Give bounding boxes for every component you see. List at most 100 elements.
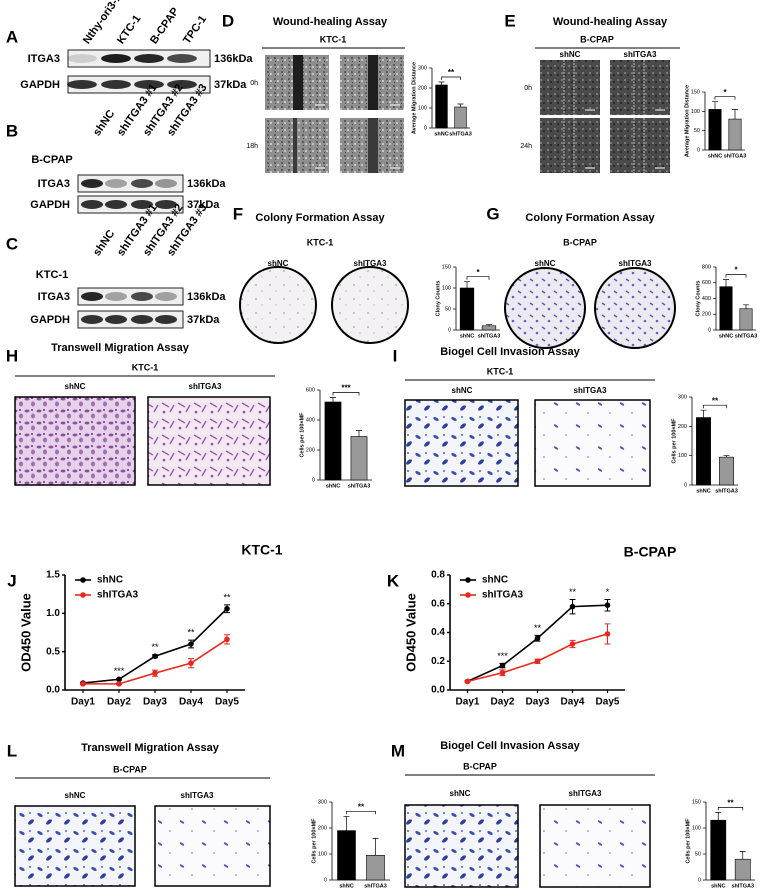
column-label: shITGA3 <box>574 386 607 395</box>
error-bar <box>732 109 738 120</box>
panel-letter: D <box>222 11 234 30</box>
significance: ** <box>448 68 455 77</box>
blot-band <box>104 179 128 188</box>
error-bar <box>700 409 707 418</box>
significance: ** <box>534 623 542 633</box>
y-tick-label: 100 <box>442 285 451 291</box>
row-label: 0h <box>250 80 258 87</box>
y-tick-label: 100 <box>692 825 701 831</box>
y-tick-label: 0 <box>708 327 711 333</box>
y-tick-label: 200 <box>306 447 315 453</box>
panel-letter: E <box>504 11 515 30</box>
error-bar <box>712 101 718 110</box>
column-label: shITGA3 <box>619 259 652 268</box>
significance: *** <box>114 666 125 676</box>
blot-band <box>154 179 178 188</box>
y-tick-label: 100 <box>678 453 687 459</box>
assay-title: Colony Formation Assay <box>255 212 385 224</box>
y-axis-label: Cells per 100×MF <box>299 412 305 458</box>
panel-letter: C <box>6 234 18 253</box>
bar <box>710 819 727 881</box>
error-bar <box>457 103 464 107</box>
bar <box>366 854 385 881</box>
point <box>604 602 611 608</box>
panel-letter: A <box>6 27 18 46</box>
panel-letter: H <box>6 346 18 365</box>
legend-label: shITGA3 <box>97 590 139 601</box>
significance: * <box>734 266 738 275</box>
x-tick-label: shNC <box>460 333 474 339</box>
blot-band <box>80 179 104 188</box>
error-bar <box>438 81 445 85</box>
point <box>116 681 122 687</box>
error-bar <box>486 324 492 326</box>
y-axis-label: Average Migration Distance <box>411 62 417 134</box>
blot-size: 37kDa <box>187 199 220 211</box>
panel-letter: M <box>391 741 405 760</box>
row-label: 24h <box>520 143 532 150</box>
significance: * <box>723 88 727 97</box>
x-tick-label: shNC <box>708 153 722 159</box>
micrograph <box>14 805 136 887</box>
significance: ** <box>187 628 195 638</box>
point <box>152 670 158 676</box>
y-tick-label: 0.6 <box>431 598 445 609</box>
blot-band <box>104 315 128 324</box>
column-label: shITGA3 <box>189 382 222 391</box>
error-bar <box>743 304 749 309</box>
column-label: shITGA3 <box>181 791 214 800</box>
y-tick-label: 300 <box>418 65 427 71</box>
row-label: 18h <box>246 143 258 150</box>
blot-band <box>130 200 154 209</box>
x-tick-label: shNC <box>719 333 733 339</box>
bar <box>728 118 742 151</box>
bar <box>459 287 475 331</box>
colony-plate <box>239 266 317 344</box>
column-label: shNC <box>65 382 86 391</box>
micrograph <box>610 118 670 173</box>
blot-band <box>167 54 197 63</box>
x-tick-label: shITGA3 <box>735 333 758 339</box>
legend-marker <box>465 577 471 583</box>
error-bar <box>343 815 350 831</box>
blot-band <box>67 80 97 89</box>
blot-band <box>130 315 154 324</box>
blot-band <box>154 315 178 324</box>
y-tick-label: 50 <box>695 851 701 857</box>
x-tick-label: shITGA3 <box>478 333 501 339</box>
wound-gap <box>293 55 303 110</box>
significance: ** <box>727 799 734 808</box>
blot-strip <box>77 195 184 214</box>
column-label: shNC <box>268 259 289 268</box>
y-tick-label: 0 <box>684 482 687 488</box>
series-line <box>467 604 608 683</box>
error-bar <box>723 279 729 287</box>
micrograph <box>534 399 651 487</box>
micrograph <box>147 396 271 486</box>
y-tick-label: 300 <box>318 799 327 805</box>
y-tick-label: 50 <box>694 128 700 134</box>
point <box>569 641 576 647</box>
y-tick-label: 50 <box>445 306 451 312</box>
legend-label: shNC <box>97 575 123 586</box>
column-label: shNC <box>452 386 473 395</box>
micrograph <box>610 60 670 115</box>
legend-label: shITGA3 <box>482 590 524 601</box>
panel-letter: G <box>486 204 499 223</box>
y-axis-label: Cells per 100×MF <box>671 418 677 464</box>
x-tick-label: Day3 <box>526 697 550 708</box>
legend-marker <box>80 577 86 583</box>
significance: ** <box>151 642 159 652</box>
legend-marker <box>80 592 86 598</box>
y-tick-label: 100 <box>318 851 327 857</box>
bar <box>739 308 753 331</box>
point <box>152 653 158 660</box>
significance-bracket <box>466 276 490 280</box>
column-label: shNC <box>560 50 581 59</box>
bar <box>454 106 467 129</box>
y-tick-label: 0.5 <box>46 646 60 657</box>
wound-gap <box>368 55 378 110</box>
bar <box>719 456 734 486</box>
colony-plate <box>331 266 409 344</box>
bar <box>696 417 711 486</box>
